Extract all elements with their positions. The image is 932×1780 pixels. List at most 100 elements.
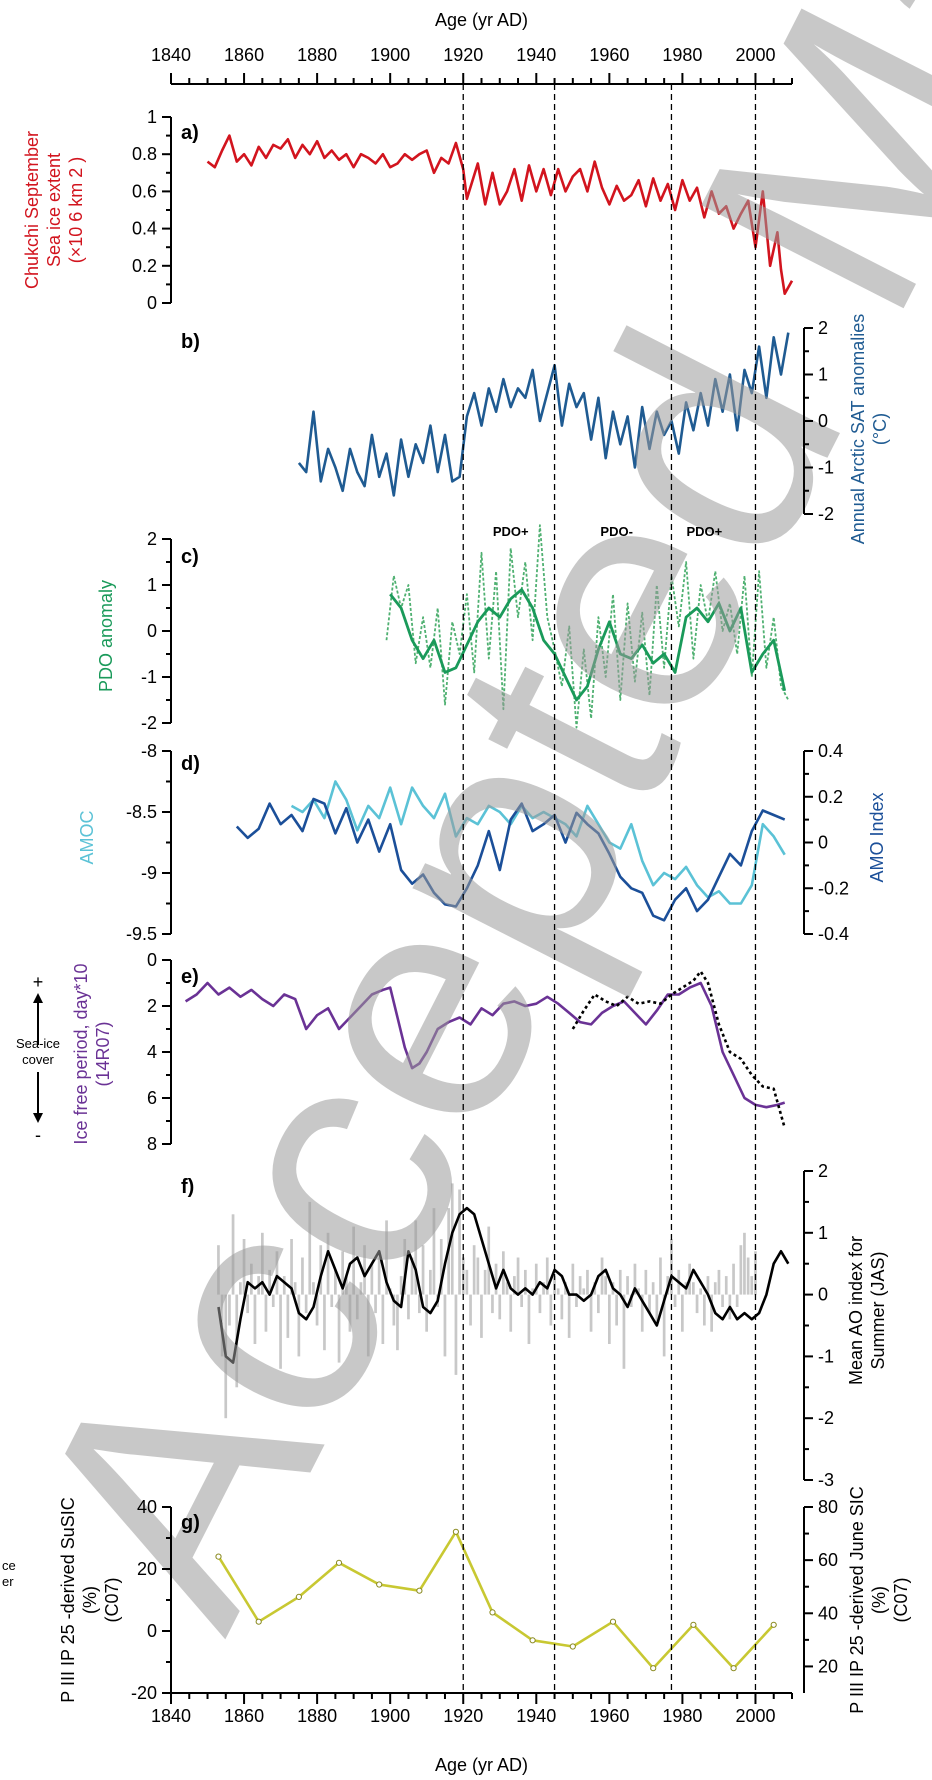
- ao-bar: [253, 1294, 257, 1344]
- panel-label: d): [181, 753, 200, 775]
- ao-bar: [421, 1245, 425, 1295]
- ao-bar: [560, 1294, 564, 1320]
- y-label-g-left-line: (C07): [102, 1577, 122, 1622]
- ao-bar: [695, 1294, 699, 1314]
- ao-bar: [279, 1294, 282, 1369]
- ao-bar: [637, 1288, 640, 1295]
- ao-bar: [743, 1232, 746, 1295]
- ao-bar: [498, 1294, 502, 1320]
- ao-bar: [304, 1294, 308, 1314]
- ao-bar: [509, 1294, 513, 1332]
- ao-bar: [337, 1294, 341, 1363]
- y-axis-d-left-tick-label: -8.5: [126, 802, 157, 822]
- ao-bar: [399, 1276, 403, 1295]
- ao-bar: [301, 1257, 304, 1295]
- y-axis-d-right-tick-label: 0: [818, 833, 828, 853]
- ao-bar: [275, 1251, 279, 1295]
- y-label-g-right: P III IP 25 -derived June SIC (%) (C07): [847, 1486, 911, 1713]
- susic-marker: [489, 1609, 496, 1616]
- y-label-d-left: AMOC: [77, 810, 97, 864]
- ao-bar: [717, 1269, 721, 1295]
- axis-title-bottom: Age (yr AD): [435, 1755, 528, 1775]
- series-ice-free-period: [184, 981, 786, 1109]
- ao-bar: [622, 1294, 626, 1369]
- y-axis-d-right-tick-label: 0.2: [818, 787, 843, 807]
- y-axis-f-tick-label: -2: [818, 1408, 834, 1428]
- phase-label: PDO+: [686, 524, 722, 539]
- ao-bar: [381, 1294, 385, 1344]
- ao-bar: [699, 1288, 702, 1295]
- ao-bar: [476, 1257, 480, 1295]
- ao-bar: [713, 1282, 717, 1295]
- y-axis-a-tick-label: 0.4: [132, 219, 157, 239]
- ao-bar: [345, 1276, 348, 1295]
- ao-bar: [597, 1294, 600, 1314]
- y-axis-f-tick-label: -3: [818, 1470, 834, 1490]
- ao-bar: [651, 1282, 655, 1295]
- panel-label: b): [181, 331, 200, 353]
- series-sea-ice-extent: [206, 134, 794, 296]
- minus-sign: -: [35, 1125, 41, 1145]
- ao-bar: [531, 1288, 534, 1295]
- susic-marker: [295, 1593, 302, 1601]
- ao-bar: [359, 1282, 363, 1295]
- ao-bar: [465, 1269, 469, 1295]
- ao-bar: [469, 1294, 472, 1326]
- y-axis-e-tick-label: 2: [147, 996, 157, 1016]
- y-axis-d-left-tick-label: -8: [141, 741, 157, 761]
- ao-bar: [582, 1288, 586, 1295]
- ao-bar: [735, 1294, 739, 1307]
- y-axis-e-tick-label: 6: [147, 1088, 157, 1108]
- y-axis-e-tick-label: 8: [147, 1134, 157, 1154]
- ao-bar: [746, 1257, 750, 1295]
- x-tick-label-top: 1860: [224, 45, 264, 65]
- ao-bar: [374, 1294, 377, 1314]
- y-label-g-left-line: P III IP 25 -derived SuSIC: [58, 1497, 78, 1702]
- ao-bar: [516, 1257, 520, 1295]
- ao-bar: [377, 1257, 381, 1295]
- arrow-down-head: [33, 1113, 43, 1123]
- y-label-b-line: Annual Arctic SAT anomalies: [848, 314, 868, 544]
- x-tick-label-top: 1940: [516, 45, 556, 65]
- ao-bar: [439, 1239, 443, 1295]
- ao-bar: [644, 1269, 648, 1295]
- ao-bar: [414, 1220, 418, 1295]
- ao-bar: [290, 1239, 293, 1295]
- ao-bar: [655, 1294, 659, 1326]
- x-tick-label-bottom: 1920: [443, 1706, 483, 1726]
- panel-label: g): [181, 1512, 200, 1534]
- ao-bar: [491, 1294, 494, 1314]
- y-label-g-left-line: (%): [80, 1586, 100, 1614]
- ao-bar: [520, 1294, 523, 1307]
- susic-marker: [376, 1581, 383, 1588]
- x-tick-label-top: 1900: [370, 45, 410, 65]
- y-axis-e-tick-label: 4: [147, 1042, 157, 1062]
- phase-label: PDO+: [493, 524, 529, 539]
- y-axis-c-tick-label: 2: [147, 529, 157, 549]
- ao-bar: [721, 1294, 724, 1307]
- y-axis-f-tick-label: 2: [818, 1161, 828, 1181]
- y-axis-d-left-tick-label: -9.5: [126, 924, 157, 944]
- clipped-label-line2: er: [2, 1574, 14, 1589]
- y-label-a-line: Chukchi September: [22, 131, 42, 289]
- ao-bar: [286, 1294, 290, 1338]
- arrow-up-head: [33, 993, 43, 1003]
- panel-label: a): [181, 122, 199, 144]
- ao-bar: [250, 1263, 253, 1295]
- ao-bar: [454, 1294, 458, 1375]
- susic-marker: [529, 1637, 536, 1644]
- y-axis-c-tick-label: -1: [141, 667, 157, 687]
- y-axis-f-tick-label: 0: [818, 1285, 828, 1305]
- ao-bar: [323, 1294, 326, 1351]
- x-tick-label-bottom: 1880: [297, 1706, 337, 1726]
- y-axis-g-left-tick-label: 20: [137, 1559, 157, 1579]
- series-amoc: [290, 780, 786, 905]
- plot-layer: [184, 134, 794, 1672]
- y-label-g-right-line: P III IP 25 -derived June SIC: [847, 1486, 867, 1713]
- ao-bar: [618, 1269, 622, 1295]
- ao-bar: [534, 1263, 538, 1295]
- ao-bar: [228, 1294, 231, 1326]
- ao-bar: [458, 1189, 461, 1295]
- ao-bar: [418, 1294, 421, 1314]
